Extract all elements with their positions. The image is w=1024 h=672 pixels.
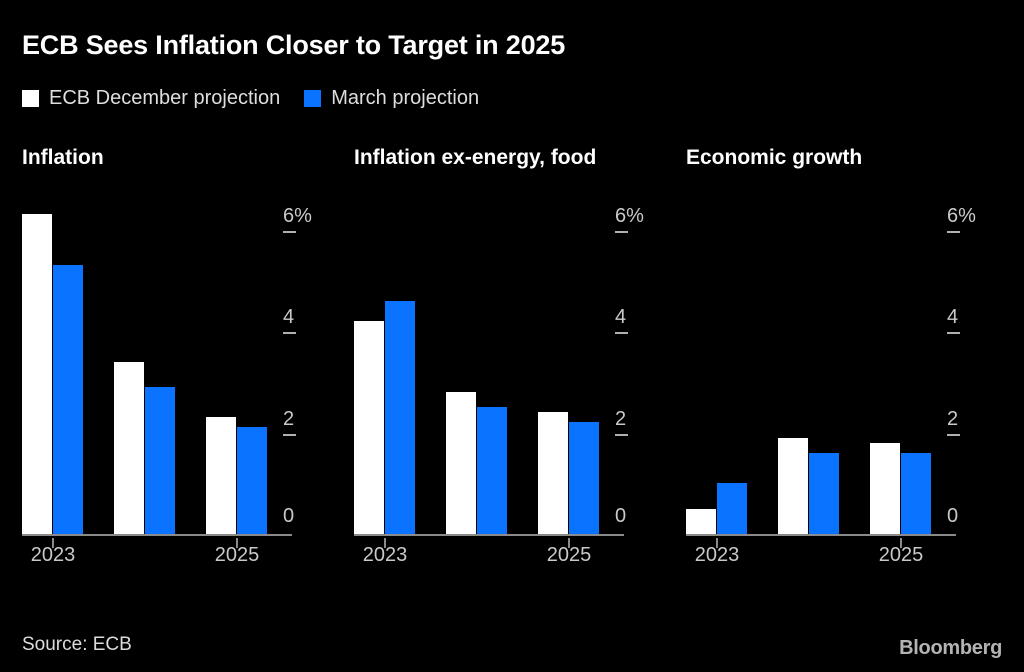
y-axis-label: 0: [283, 505, 295, 527]
x-axis-tick: [236, 538, 238, 548]
x-axis-tick: [52, 538, 54, 548]
y-axis-label: 0: [615, 505, 627, 527]
x-axis-label: 2025: [546, 544, 592, 566]
y-axis-label: 4: [615, 306, 627, 328]
y-axis-label: 6%: [947, 205, 976, 227]
bar-december-2023: [354, 321, 384, 534]
y-axis-tick-dash: [947, 434, 960, 436]
legend-swatch-december: [22, 90, 39, 107]
bars-area: [22, 186, 292, 536]
bar-march-2025: [569, 422, 599, 534]
y-axis-label: 0: [947, 505, 959, 527]
y-axis-tick-dash: [283, 434, 296, 436]
y-axis-tick-dash: [615, 434, 628, 436]
x-axis-tick: [900, 538, 902, 548]
bars-area: [686, 186, 956, 536]
bar-march-2025: [237, 427, 267, 534]
y-axis-label: 2: [615, 408, 627, 430]
x-axis-label: 2023: [362, 544, 408, 566]
y-axis-label: 2: [947, 408, 959, 430]
y-axis-label: 4: [283, 306, 295, 328]
legend: ECB December projection March projection: [22, 87, 1024, 110]
bar-december-2025: [206, 417, 236, 534]
x-axis-tick: [716, 538, 718, 548]
bar-march-2023: [385, 301, 415, 534]
bloomberg-logo: Bloomberg: [899, 637, 1002, 659]
y-axis-tick-dash: [283, 332, 296, 334]
bars-area: [354, 186, 624, 536]
bar-march-2024: [809, 453, 839, 534]
bar-december-2023: [686, 509, 716, 534]
bar-december-2024: [778, 438, 808, 534]
x-axis-label: 2023: [30, 544, 76, 566]
y-axis-label: 6%: [615, 205, 644, 227]
bar-december-2025: [538, 412, 568, 534]
y-axis-tick-dash: [283, 231, 296, 233]
bar-december-2023: [22, 214, 52, 534]
legend-swatch-march: [304, 90, 322, 107]
bar-march-2023: [53, 265, 83, 534]
panel-title-growth: Economic growth: [686, 146, 863, 169]
chart-panel-inflation: Inflation 0 2 4 6% 2023 2025: [22, 146, 334, 566]
plot-inflation: 0 2 4 6% 2023 2025: [22, 186, 334, 566]
y-axis-tick-dash: [615, 332, 628, 334]
x-axis-tick: [384, 538, 386, 548]
y-axis-label: 2: [283, 408, 295, 430]
bar-december-2025: [870, 443, 900, 534]
chart-panel-core-inflation: Inflation ex-energy, food 0 2 4 6% 2023 2025: [354, 146, 666, 566]
panel-title-inflation: Inflation: [22, 146, 104, 169]
source-note: Source: ECB: [22, 634, 132, 655]
bar-march-2023: [717, 483, 747, 534]
legend-item-december: ECB December projection: [22, 87, 280, 110]
y-axis-tick-dash: [615, 231, 628, 233]
plot-growth: 0 2 4 6% 2023 2025: [686, 186, 998, 566]
page-title: ECB Sees Inflation Closer to Target in 2…: [22, 30, 566, 60]
legend-label: ECB December projection: [49, 87, 281, 109]
legend-label: March projection: [331, 87, 480, 109]
panel-title-core-inflation: Inflation ex-energy, food: [354, 146, 597, 169]
bar-december-2024: [114, 362, 144, 534]
bar-december-2024: [446, 392, 476, 534]
y-axis-label: 6%: [283, 205, 312, 227]
bar-march-2024: [477, 407, 507, 534]
chart-panel-growth: Economic growth 0 2 4 6% 2023 2025: [686, 146, 998, 566]
legend-item-march: March projection: [304, 87, 479, 110]
x-axis-label: 2025: [878, 544, 924, 566]
bar-march-2024: [145, 387, 175, 534]
y-axis-label: 4: [947, 306, 959, 328]
x-axis-label: 2023: [694, 544, 740, 566]
y-axis-tick-dash: [947, 231, 960, 233]
x-axis-tick: [568, 538, 570, 548]
x-axis-label: 2025: [214, 544, 260, 566]
charts-row: Inflation 0 2 4 6% 2023 2025 Inflation ex-ene…: [0, 146, 1024, 566]
y-axis-tick-dash: [947, 332, 960, 334]
bar-march-2025: [901, 453, 931, 534]
plot-core-inflation: 0 2 4 6% 2023 2025: [354, 186, 666, 566]
